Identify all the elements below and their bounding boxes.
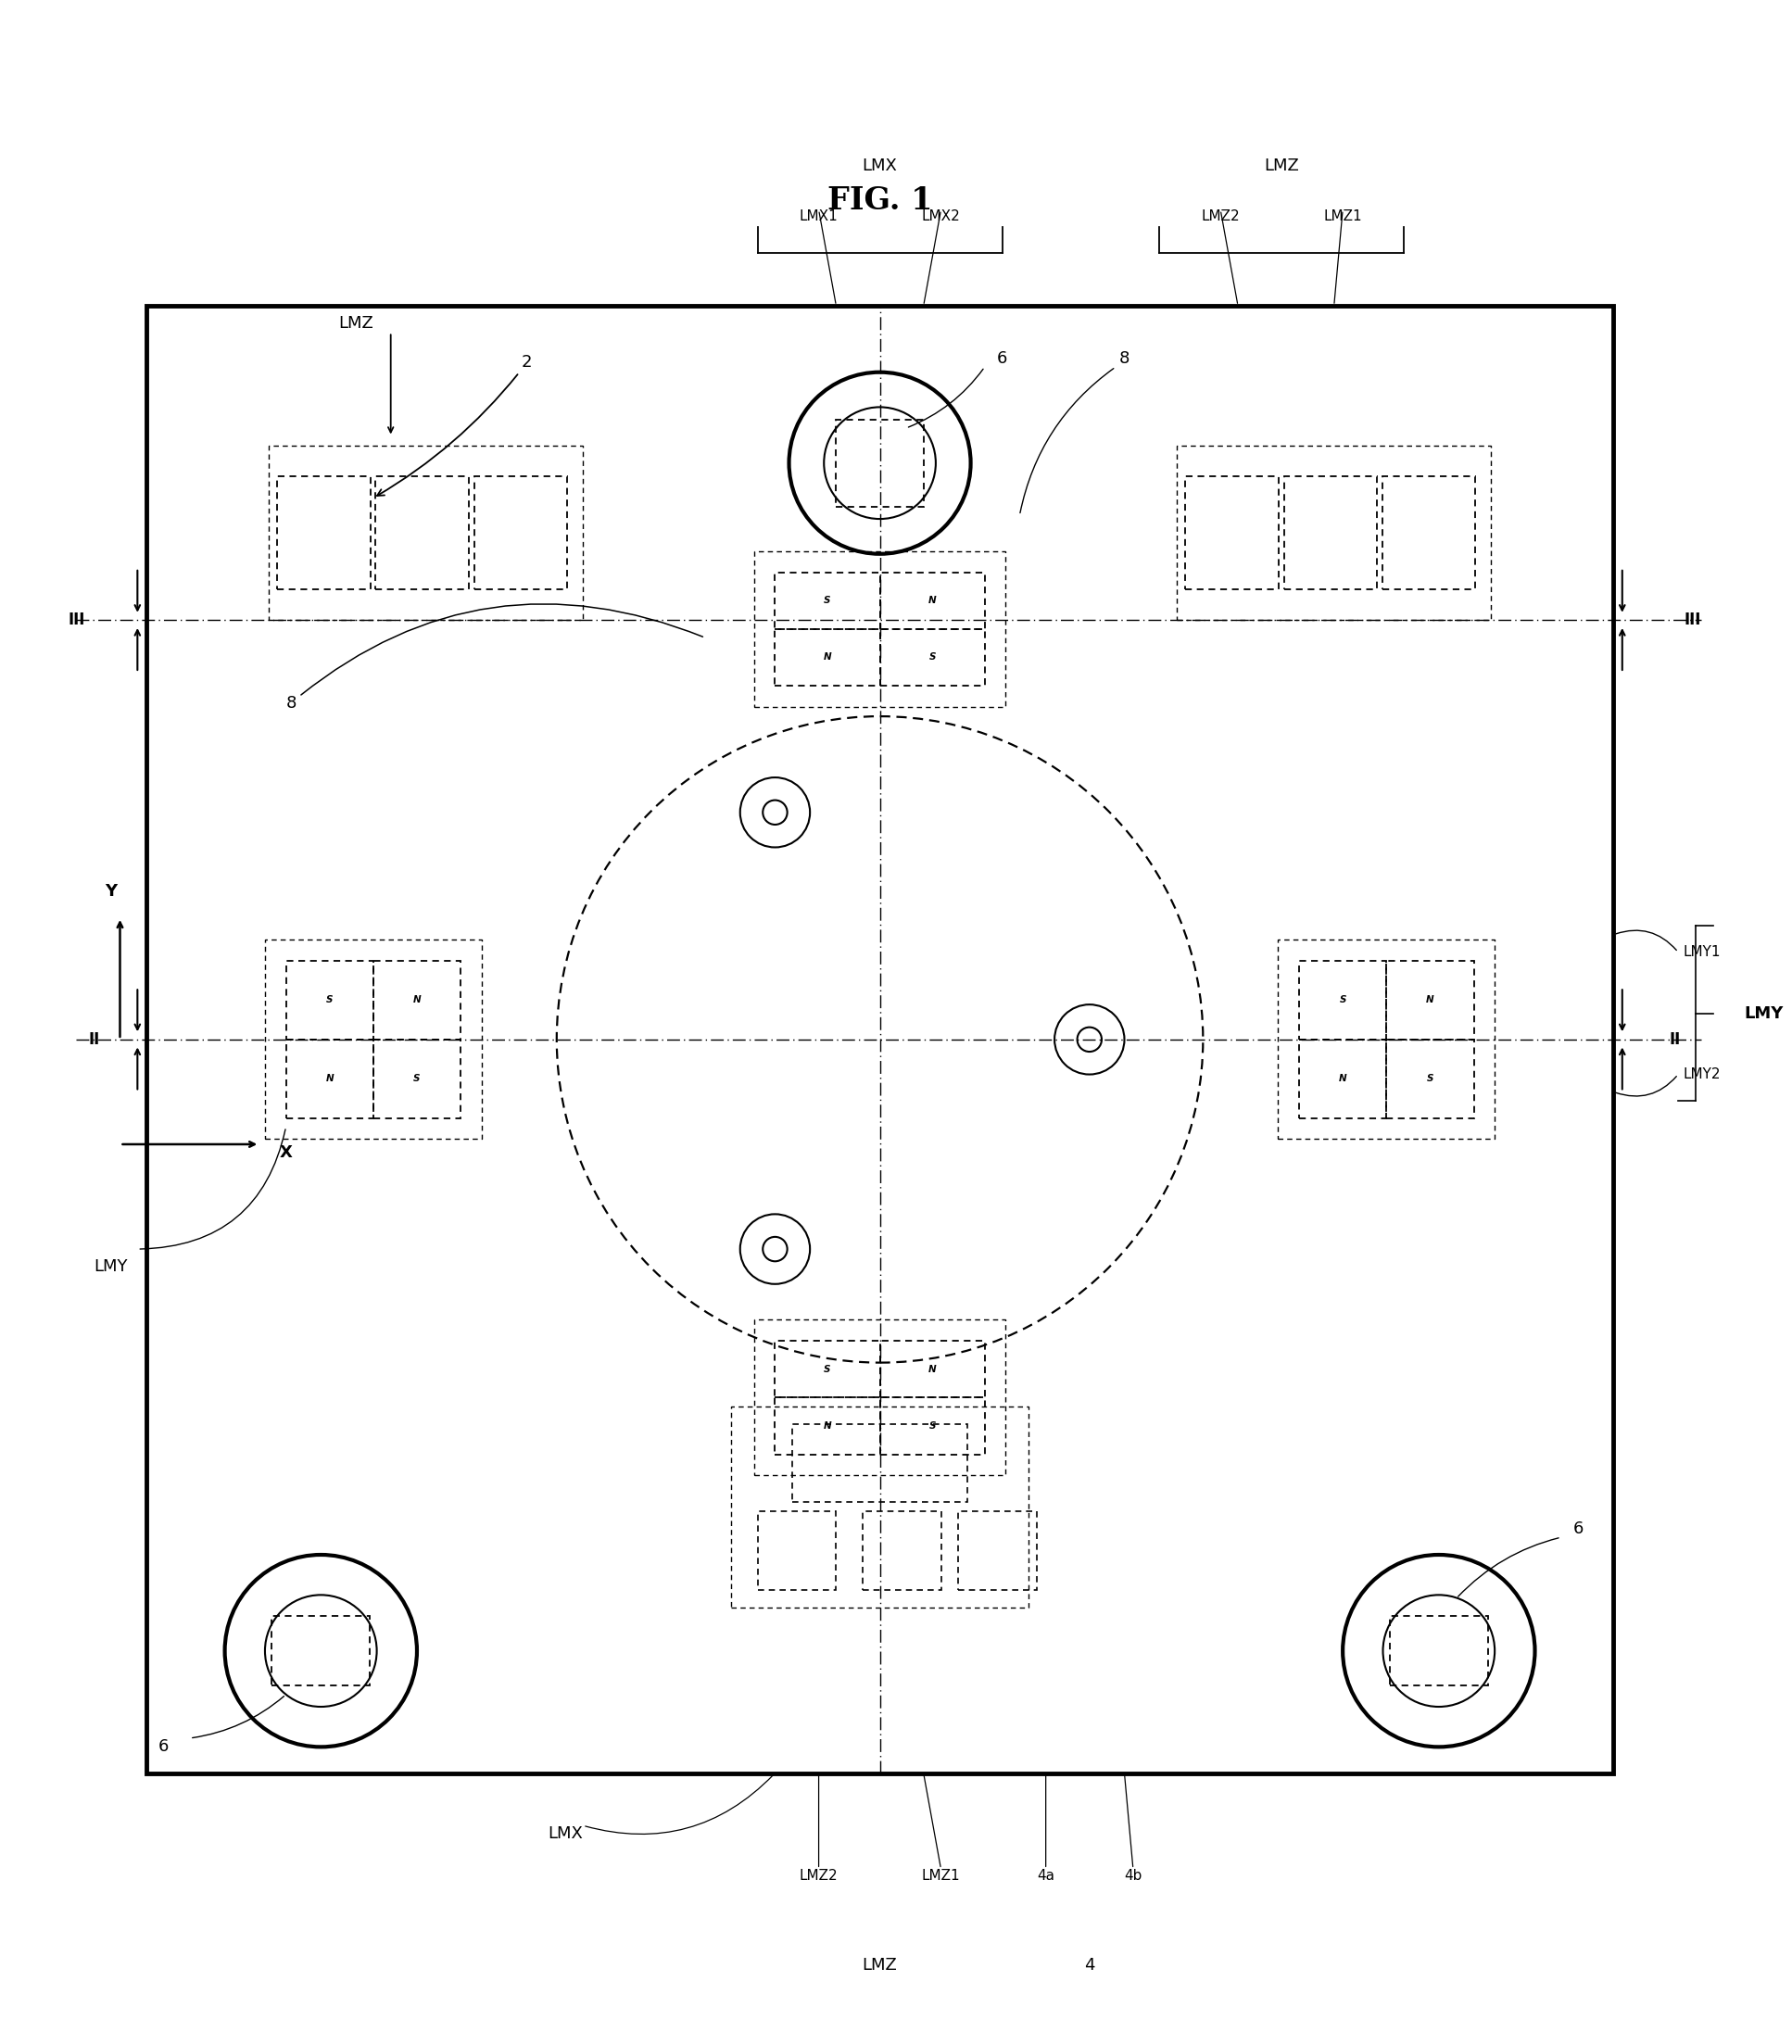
Text: LMX2: LMX2 [921,211,961,223]
Text: N: N [928,597,935,605]
Text: LMZ1: LMZ1 [1324,211,1362,223]
Text: N: N [824,652,831,662]
Text: Y: Y [106,883,116,899]
Text: 4b: 4b [1124,1868,1142,1883]
Bar [774,572,880,630]
Bar [880,630,984,685]
Text: III: III [1684,611,1701,630]
Bar [1186,476,1279,589]
Bar [269,446,582,619]
Bar [1387,961,1473,1040]
Text: II: II [88,1030,99,1049]
Text: S: S [326,995,333,1006]
Text: N: N [412,995,421,1006]
Bar [147,307,1613,1772]
Bar [287,1040,373,1118]
Text: 2: 2 [376,354,532,497]
Text: S: S [1339,995,1346,1006]
Bar [1391,1617,1487,1686]
Text: S: S [928,1421,935,1431]
Bar [373,961,461,1040]
Bar [880,1398,984,1455]
Text: 8: 8 [1120,350,1129,366]
Text: 4a: 4a [1038,1868,1054,1883]
Text: N: N [1426,995,1434,1006]
Text: LMZ2: LMZ2 [799,1868,839,1883]
Bar [880,572,984,630]
Bar [792,1425,968,1502]
Bar [272,1617,369,1686]
Bar [774,1398,880,1455]
Bar [1299,1040,1387,1118]
Bar [287,961,373,1040]
Text: LMY2: LMY2 [1683,1067,1720,1081]
Text: FIG. 1: FIG. 1 [828,186,932,217]
Bar [1382,476,1475,589]
Bar [959,1511,1038,1590]
Bar [754,552,1005,707]
Bar [837,419,923,507]
Text: LMX: LMX [862,157,898,174]
Text: S: S [928,652,935,662]
Text: LMY: LMY [93,1259,127,1275]
Bar [475,476,566,589]
Bar [774,630,880,685]
Text: N: N [824,1421,831,1431]
Text: N: N [928,1365,935,1374]
Text: 6: 6 [1573,1521,1584,1537]
Text: S: S [824,597,831,605]
Text: II: II [1668,1030,1681,1049]
Text: LMZ: LMZ [1263,157,1299,174]
Bar [1387,1040,1473,1118]
Text: S: S [824,1365,831,1374]
Bar [774,1341,880,1398]
Text: LMY: LMY [1744,1006,1783,1022]
Bar [1278,940,1495,1139]
Bar [862,1511,941,1590]
Text: III: III [68,611,84,630]
Text: S: S [414,1075,421,1083]
Bar [373,1040,461,1118]
Bar [880,1341,984,1398]
Text: N: N [326,1075,333,1083]
Text: LMZ1: LMZ1 [921,1868,961,1883]
Text: 8: 8 [287,603,702,711]
Text: LMX: LMX [548,1825,582,1842]
Text: 4: 4 [1084,1956,1095,1972]
Text: LMZ: LMZ [862,1956,898,1972]
Text: 6: 6 [158,1739,168,1756]
Bar [265,940,482,1139]
Text: LMY1: LMY1 [1683,944,1720,959]
Text: LMZ: LMZ [339,315,373,331]
Bar [731,1406,1029,1607]
Bar [758,1511,837,1590]
Text: LMX1: LMX1 [799,211,839,223]
Bar [1299,961,1387,1040]
Text: X: X [280,1145,292,1161]
Bar [1177,446,1491,619]
Text: N: N [1339,1075,1348,1083]
Text: LMZ2: LMZ2 [1201,211,1240,223]
Text: 6: 6 [996,350,1007,366]
Bar [278,476,371,589]
Text: S: S [1426,1075,1434,1083]
Bar [376,476,470,589]
Bar [754,1320,1005,1476]
Bar [1283,476,1376,589]
